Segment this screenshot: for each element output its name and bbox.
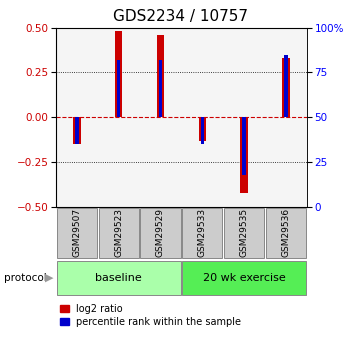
Text: baseline: baseline: [95, 273, 142, 283]
Text: 20 wk exercise: 20 wk exercise: [203, 273, 286, 283]
Bar: [201, 117, 204, 144]
Bar: [240, 117, 248, 193]
Text: GSM29529: GSM29529: [156, 208, 165, 257]
Text: GSM29536: GSM29536: [282, 208, 291, 257]
Text: GDS2234 / 10757: GDS2234 / 10757: [113, 9, 248, 23]
Bar: [115, 31, 122, 117]
Text: GSM29507: GSM29507: [72, 208, 81, 257]
Bar: [199, 117, 206, 141]
Text: GSM29533: GSM29533: [198, 208, 207, 257]
Text: GSM29523: GSM29523: [114, 208, 123, 257]
FancyBboxPatch shape: [182, 261, 306, 295]
Text: protocol: protocol: [4, 273, 46, 283]
Bar: [73, 117, 81, 144]
Text: ▶: ▶: [44, 273, 53, 283]
FancyBboxPatch shape: [266, 208, 306, 258]
FancyBboxPatch shape: [224, 208, 264, 258]
FancyBboxPatch shape: [57, 208, 97, 258]
FancyBboxPatch shape: [57, 261, 180, 295]
Bar: [159, 60, 162, 117]
Bar: [284, 55, 288, 117]
Text: GSM29535: GSM29535: [240, 208, 249, 257]
Bar: [117, 60, 120, 117]
FancyBboxPatch shape: [140, 208, 180, 258]
FancyBboxPatch shape: [182, 208, 222, 258]
Bar: [282, 58, 290, 117]
FancyBboxPatch shape: [99, 208, 139, 258]
Bar: [157, 35, 164, 117]
Bar: [243, 117, 246, 175]
Bar: [75, 117, 79, 144]
Legend: log2 ratio, percentile rank within the sample: log2 ratio, percentile rank within the s…: [56, 300, 245, 331]
